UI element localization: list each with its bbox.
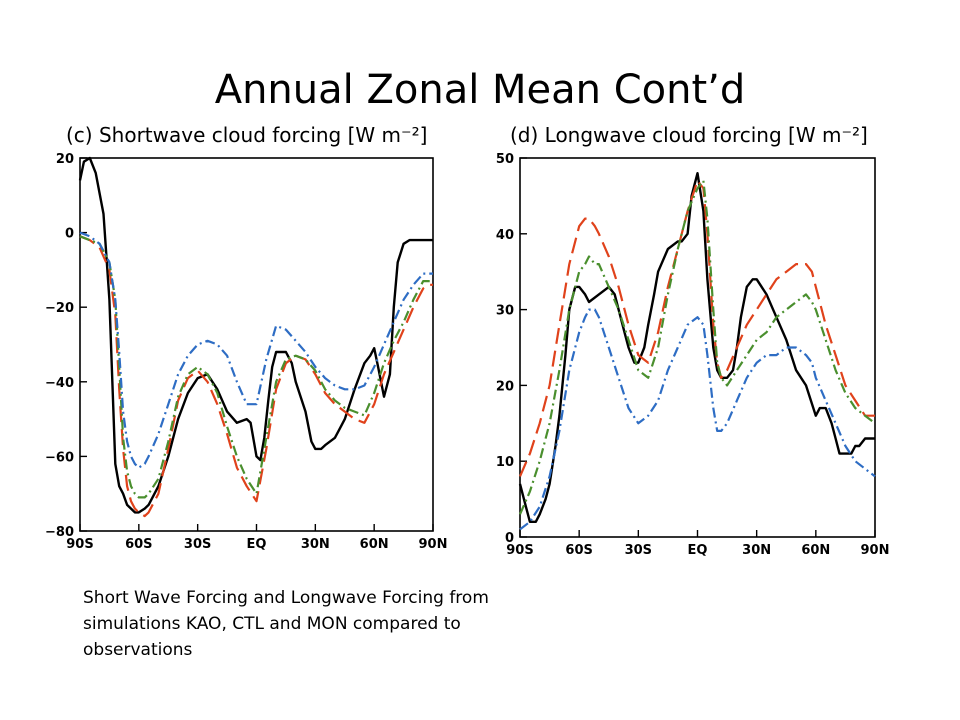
y-tick-label: 20 <box>496 379 514 394</box>
x-tick-label: 60S <box>125 537 152 552</box>
y-tick-label: −80 <box>45 525 74 540</box>
x-tick-label: EQ <box>247 537 267 552</box>
y-tick-label: −20 <box>45 301 74 316</box>
y-tick-label: 10 <box>496 455 514 470</box>
x-tick-label: 30S <box>625 543 652 557</box>
series-line-3 <box>518 179 876 515</box>
y-tick-label: 20 <box>56 152 74 167</box>
x-tick-label: EQ <box>688 543 708 557</box>
x-tick-label: 60N <box>801 543 830 557</box>
y-tick-label: 30 <box>496 304 514 319</box>
series-line-1 <box>78 156 433 514</box>
series-line-1 <box>518 172 875 523</box>
slide-title: Annual Zonal Mean Cont’d <box>214 67 746 113</box>
x-tick-label: 60N <box>360 537 389 552</box>
series-line-4 <box>79 231 433 469</box>
y-tick-label: 50 <box>496 152 514 167</box>
figure-caption: Short Wave Forcing and Longwave Forcing … <box>83 588 489 660</box>
shortwave-cloud-forcing-chart: (c) Shortwave cloud forcing [W m⁻²] 90S 6… <box>45 123 448 552</box>
y-tick-label: 40 <box>496 228 514 243</box>
series-line-2 <box>79 235 433 518</box>
y-tick-label: −60 <box>45 450 74 465</box>
x-tick-label: 30S <box>184 537 211 552</box>
y-tick-label: −40 <box>45 376 74 391</box>
x-tick-label: 30N <box>742 543 771 557</box>
longwave-cloud-forcing-chart: (d) Longwave cloud forcing [W m⁻²] 90S 60… <box>496 123 890 557</box>
x-tick-label: 90S <box>506 543 533 557</box>
chart-title: (c) Shortwave cloud forcing [W m⁻²] <box>66 123 427 147</box>
chart-title: (d) Longwave cloud forcing [W m⁻²] <box>510 123 868 147</box>
y-tick-label: 0 <box>65 227 74 242</box>
series-line-3 <box>79 235 433 499</box>
x-tick-label: 30N <box>301 537 330 552</box>
plot-frame <box>519 157 876 538</box>
x-tick-label: 60S <box>565 543 592 557</box>
series-line-4 <box>519 308 876 531</box>
x-tick-label: 90N <box>861 543 890 557</box>
y-tick-label: 0 <box>505 531 514 546</box>
x-tick-label: 90S <box>66 537 93 552</box>
x-tick-label: 90N <box>419 537 448 552</box>
plot-frame <box>79 157 434 532</box>
